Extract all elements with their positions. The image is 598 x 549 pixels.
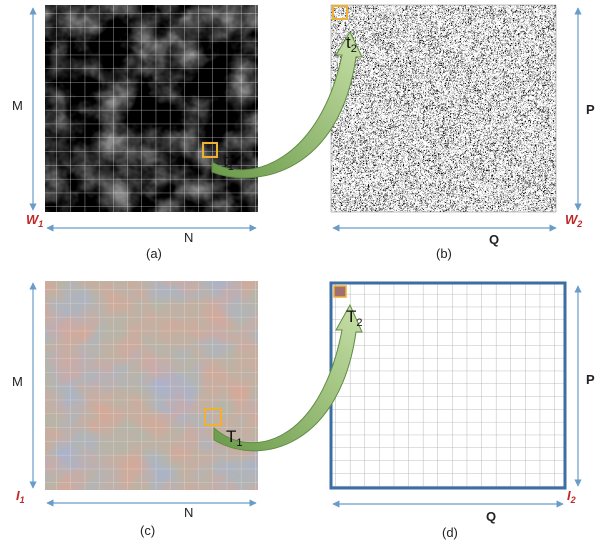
height-label: P <box>586 372 595 387</box>
label-sub: 1 <box>228 161 234 173</box>
width-label: Q <box>486 509 496 524</box>
corner-label: I2 <box>567 488 576 505</box>
caption: (a) <box>146 246 162 261</box>
figure: M N W1 (a) P Q W2 (b) t1 t2 M N I1 (c) P… <box>0 0 598 544</box>
label-sub: 1 <box>20 495 25 505</box>
corner-label: I1 <box>16 488 25 505</box>
width-label: N <box>184 505 193 520</box>
label-sub: 2 <box>356 317 362 329</box>
corner-label: W1 <box>26 212 43 229</box>
label-main: T <box>346 307 356 326</box>
width-label: N <box>184 230 193 245</box>
caption: (c) <box>140 523 155 538</box>
height-label: P <box>586 102 595 117</box>
caption: (d) <box>442 525 458 540</box>
label-sub: 2 <box>570 495 576 505</box>
width-label: Q <box>489 232 499 247</box>
label-sub: 1 <box>236 437 242 449</box>
panel-d: P Q I2 (d) <box>331 283 595 540</box>
corner-label: W2 <box>565 212 582 229</box>
caption: (b) <box>436 246 452 261</box>
label-main: T <box>226 427 236 446</box>
label-sub: 1 <box>38 219 43 229</box>
panel-c: M N I1 (c) <box>12 281 258 538</box>
patch-box <box>334 286 346 297</box>
label-sub: 2 <box>576 219 582 229</box>
height-label: M <box>12 374 23 389</box>
label-sub: 2 <box>351 43 357 55</box>
panel-a: M N W1 (a) <box>12 5 258 261</box>
panel-b: P Q W2 (b) <box>331 5 595 261</box>
height-label: M <box>12 98 23 113</box>
